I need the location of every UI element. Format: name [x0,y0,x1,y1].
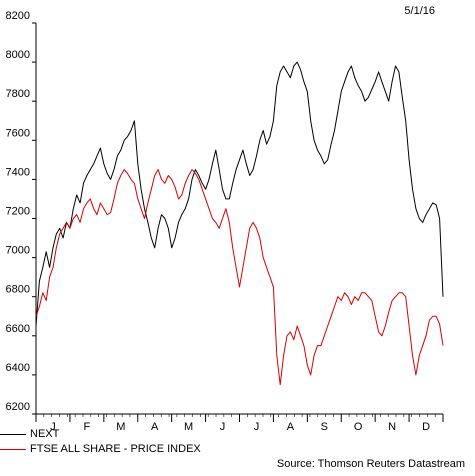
x-tick-label: A [287,421,295,433]
x-tick-label: O [354,421,363,433]
y-tick-label: 7800 [6,88,30,100]
y-tick-label: 6800 [6,284,30,296]
x-tick-label: A [151,421,159,433]
y-tick-label: 6600 [6,323,30,335]
legend-label-ftse: FTSE ALL SHARE - PRICE INDEX [30,443,201,455]
x-tick-label: F [84,421,91,433]
y-tick-label: 6200 [6,401,30,413]
x-tick-label: D [422,421,430,433]
series-line-ftse [35,169,444,386]
y-tick-label: 6400 [6,362,30,374]
x-tick-label: J [220,421,226,433]
legend-item-next: NEXT [0,428,59,440]
x-tick-label: S [321,421,328,433]
y-tick-label: 7600 [6,127,30,139]
series-layer [35,61,444,386]
legend-swatch-next [0,433,26,435]
series-line-next [35,61,444,327]
y-tick-label: 8200 [6,10,30,22]
source-note: Source: Thomson Reuters Datastream [276,458,465,470]
x-tick-label: M [116,421,125,433]
legend-label-next: NEXT [30,428,60,440]
y-tick-label: 7000 [6,245,30,257]
x-tick-label: M [184,421,193,433]
y-tick-label: 7400 [6,166,30,178]
y-axis: 6200 6400 6600 6800 7000 7200 7400 7600 7800 8000… [6,10,37,415]
legend-swatch-ftse [0,448,26,450]
y-tick-label: 8000 [6,49,30,61]
y-tick-label: 7200 [6,206,30,218]
x-tick-label: J [50,421,56,433]
x-tick-label: J [254,421,260,433]
x-tick-label: N [388,421,396,433]
chart-date: 5/1/16 [404,5,435,17]
legend-item-ftse: FTSE ALL SHARE - PRICE INDEX [0,443,201,455]
